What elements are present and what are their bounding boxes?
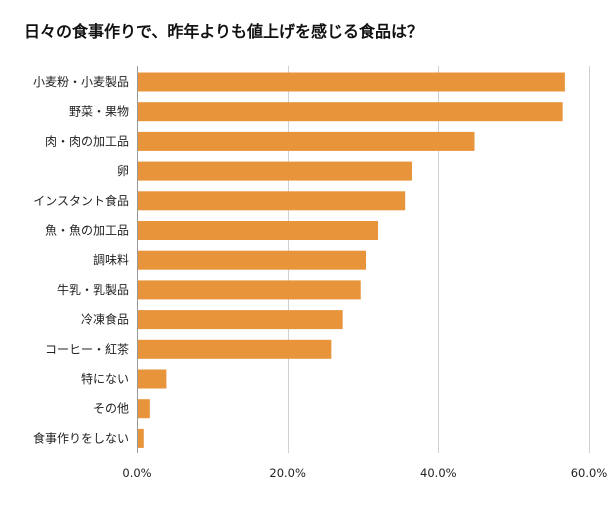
chart-title: 日々の食事作りで、昨年よりも値上げを感じる食品は？	[24, 22, 424, 41]
tick-labels: 0.0% 20.0% 40.0% 60.0%	[122, 466, 607, 480]
bars	[138, 72, 565, 448]
category-label: 特にない	[81, 371, 129, 386]
x-tick-label: 60.0%	[571, 466, 608, 480]
category-labels: 小麦粉・小麦製品野菜・果物肉・肉の加工品卵インスタント食品魚・魚の加工品調味料牛…	[33, 75, 129, 445]
bar	[138, 250, 367, 270]
bar	[138, 221, 379, 240]
bar	[138, 310, 343, 330]
category-label: コーヒー・紅茶	[45, 341, 129, 356]
category-label: 野菜・果物	[69, 105, 129, 119]
bar	[138, 102, 563, 122]
category-label: 食事作りをしない	[33, 430, 129, 445]
category-label: 調味料	[93, 253, 129, 267]
category-label: 小麦粉・小麦製品	[33, 75, 129, 89]
bar	[138, 428, 144, 448]
bar	[138, 280, 361, 300]
category-label: その他	[93, 402, 129, 416]
x-tick-label: 40.0%	[420, 466, 457, 480]
category-label: 牛乳・乳製品	[57, 282, 129, 297]
category-label: インスタント食品	[33, 193, 129, 208]
category-label: 魚・魚の加工品	[45, 224, 129, 238]
x-tick-label: 20.0%	[269, 466, 306, 480]
bar	[138, 339, 332, 359]
bar	[138, 161, 412, 181]
bar	[138, 399, 150, 419]
category-label: 卵	[117, 164, 129, 178]
bar	[138, 131, 475, 151]
bar	[138, 191, 406, 211]
category-label: 肉・肉の加工品	[45, 134, 129, 148]
x-tick-label: 0.0%	[122, 466, 151, 480]
bar	[138, 72, 565, 92]
category-label: 冷凍食品	[81, 312, 129, 327]
bar	[138, 369, 167, 389]
